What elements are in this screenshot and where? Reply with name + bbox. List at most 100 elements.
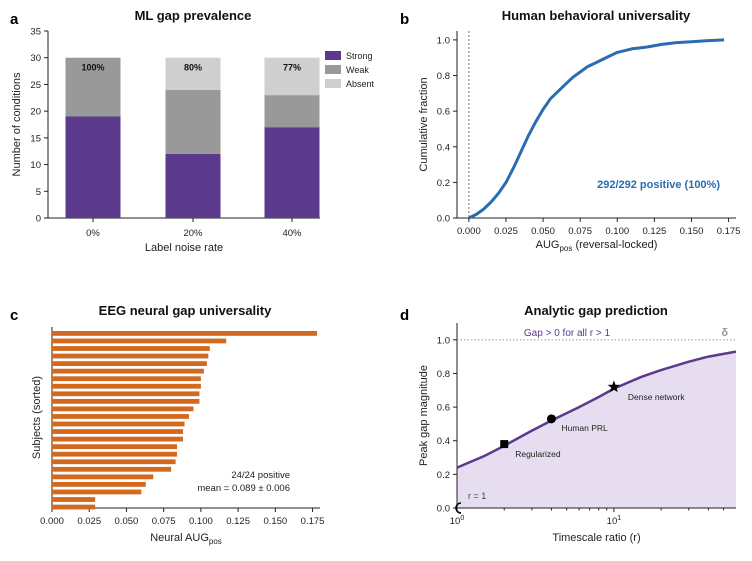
panel-c-x-tick-label: 0.125 xyxy=(226,516,250,527)
panel-a-bar-strong xyxy=(264,127,320,218)
panel-b-x-tick-label: 0.050 xyxy=(531,226,555,237)
panel-c-bar xyxy=(52,504,96,510)
panel-a-chart: 0 5 10 15 20 25 30 35 0% 100% 20% 80% 40% 77% Label no… xyxy=(11,27,375,255)
panel-a-y-tick-label: 5 xyxy=(36,187,41,198)
panel-d-marker-square xyxy=(500,440,509,449)
panel-a-bar-label: 77% xyxy=(283,63,301,73)
panel-c-bar xyxy=(52,489,142,495)
panel-d-marker-circle xyxy=(546,414,556,424)
panel-a-x-tick-label: 20% xyxy=(183,228,203,239)
panel-a-x-tick-label: 0% xyxy=(86,228,100,239)
panel-a-legend-label: Strong xyxy=(346,51,373,61)
panel-d-y-tick-label: 0.2 xyxy=(437,470,450,481)
panel-b-x-tick-label: 0.175 xyxy=(717,226,741,237)
panel-c-bar xyxy=(52,466,172,472)
panel-letter-d: d xyxy=(400,307,409,324)
panel-c-bar xyxy=(52,459,176,465)
panel-a-y-tick-label: 25 xyxy=(30,80,41,91)
panel-a-legend-label: Absent xyxy=(346,79,375,89)
panel-a-bar-label: 80% xyxy=(184,63,202,73)
panel-b-title: Human behavioral universality xyxy=(502,8,691,23)
panel-a-y-tick-label: 30 xyxy=(30,53,41,64)
panel-d-x-label: Timescale ratio (r) xyxy=(552,532,640,544)
panel-d-r1-marker xyxy=(455,502,462,514)
panel-c-x-tick-label: 0.075 xyxy=(152,516,176,527)
panel-b-y-tick-label: 0.6 xyxy=(437,107,450,118)
panel-c-bar xyxy=(52,421,185,427)
panel-c-bar xyxy=(52,474,154,480)
panel-b-y-tick-label: 0.4 xyxy=(437,142,450,153)
panel-d-y-label: Peak gap magnitude xyxy=(418,365,430,466)
panel-c-bar xyxy=(52,406,194,412)
panel-c-bar xyxy=(52,429,184,434)
panel-a-legend-swatch xyxy=(325,79,341,88)
panel-d-y-tick-label: 0.6 xyxy=(437,403,450,414)
panel-c-bar xyxy=(52,436,184,442)
panel-b-y-tick-label: 0.0 xyxy=(437,214,450,225)
panel-b-y-tick-label: 1.0 xyxy=(437,35,450,46)
panel-a-y-label: Number of conditions xyxy=(11,72,23,176)
panel-c-x-label: Neural AUGpos xyxy=(150,532,222,546)
panel-b-x-label: AUGpos (reversal-locked) xyxy=(536,239,658,253)
panel-c-bar xyxy=(52,368,204,374)
panel-d-marker-star xyxy=(607,380,621,393)
panel-b-x-tick-label: 0.100 xyxy=(605,226,629,237)
panel-a-y-tick-label: 15 xyxy=(30,133,41,144)
panel-a-legend-swatch xyxy=(325,51,341,60)
panel-a-x-tick-label: 40% xyxy=(282,228,302,239)
panel-c-bar xyxy=(52,398,200,404)
panel-a-title: ML gap prevalence xyxy=(135,8,252,23)
panel-a-bar-label: 100% xyxy=(81,63,104,73)
panel-b-cdf-line xyxy=(468,38,725,220)
panel-b-y-tick-label: 0.8 xyxy=(437,71,450,82)
panel-c-bar xyxy=(52,331,318,336)
panel-d-marker-label: Human PRL xyxy=(561,423,608,433)
panel-b-x-tick-label: 0.025 xyxy=(494,226,518,237)
panel-c-bar xyxy=(52,338,227,344)
panel-c-x-tick-label: 0.150 xyxy=(263,516,287,527)
panel-b-x-tick-label: 0.150 xyxy=(680,226,704,237)
panel-d-r1-label: r = 1 xyxy=(468,491,486,501)
panel-c-bar xyxy=(52,414,189,419)
panel-c-x-tick-label: 0.025 xyxy=(77,516,101,527)
panel-c-bar xyxy=(52,383,201,389)
panel-letter-a: a xyxy=(10,11,19,28)
panel-d-y-tick-label: 1.0 xyxy=(437,335,450,346)
panel-c-bar xyxy=(52,391,200,397)
panel-c-bar xyxy=(52,376,201,382)
panel-d-chart: 0.0 0.2 0.4 0.6 0.8 1.0 100 101 δ Gap > 0 for all… xyxy=(418,323,737,544)
panel-a-y-tick-label: 0 xyxy=(36,214,41,225)
panel-c-bar xyxy=(52,497,96,502)
panel-letter-b: b xyxy=(400,11,409,28)
panel-c-chart: 0.000 0.025 0.050 0.075 0.100 0.125 0.150 0.175… xyxy=(31,327,324,546)
panel-a-bar-absent xyxy=(264,57,320,96)
panel-c-x-tick-label: 0.050 xyxy=(115,516,139,527)
panel-c-bar xyxy=(52,482,146,487)
panel-c-annotation-2: mean = 0.089 ± 0.006 xyxy=(197,483,290,494)
panel-d-delta-text: Gap > 0 for all r > 1 xyxy=(524,328,611,339)
panel-a-bar-weak xyxy=(165,89,221,154)
panel-d-y-tick-label: 0.8 xyxy=(437,369,450,380)
panel-a-legend-swatch xyxy=(325,65,341,74)
panel-c-x-tick-label: 0.175 xyxy=(301,516,325,527)
panel-b-x-tick-label: 0.000 xyxy=(457,226,481,237)
panel-d-y-tick-label: 0.0 xyxy=(437,504,450,515)
panel-b-chart: 0.0 0.2 0.4 0.6 0.8 1.0 0.000 0.025 0.050 0.075 0.… xyxy=(418,31,740,253)
panel-b-y-label: Cumulative fraction xyxy=(418,77,430,171)
panel-d-delta-label: δ xyxy=(721,327,728,339)
panel-c-bar xyxy=(52,444,178,450)
panel-d-fill-area xyxy=(457,351,736,508)
panel-b-x-tick-label: 0.075 xyxy=(568,226,592,237)
panel-b-annotation: 292/292 positive (100%) xyxy=(597,179,720,191)
panel-c-bar xyxy=(52,451,178,457)
panel-c-annotation-1: 24/24 positive xyxy=(231,470,290,481)
panel-c-y-label: Subjects (sorted) xyxy=(31,376,43,459)
panel-a-y-tick-label: 20 xyxy=(30,107,41,118)
panel-b-x-tick-label: 0.125 xyxy=(642,226,666,237)
panel-b-y-tick-label: 0.2 xyxy=(437,178,450,189)
panel-a-x-label: Label noise rate xyxy=(145,242,223,254)
panel-letter-c: c xyxy=(10,307,18,324)
panel-a-legend-label: Weak xyxy=(346,65,369,75)
panel-c-title: EEG neural gap universality xyxy=(99,303,272,318)
